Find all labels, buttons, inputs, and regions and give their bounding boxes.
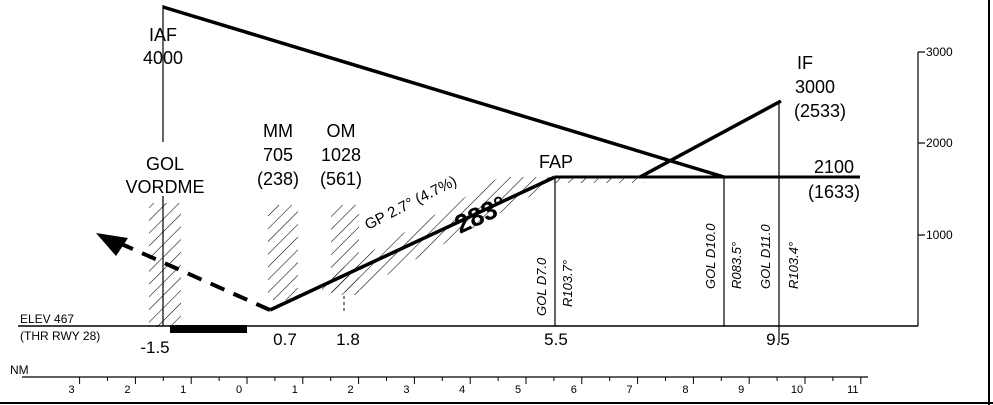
nm-tick-label: 6 (571, 384, 577, 396)
nm-tick-label: 0 (236, 384, 242, 396)
d10-dme-label: GOL D10.0 (703, 223, 718, 289)
distance-mark: 5.5 (544, 330, 568, 349)
if-descent-track (639, 99, 782, 179)
nm-tick-label: 11 (847, 384, 858, 396)
final-approach-track (269, 175, 556, 312)
d7-radial-label: R103.7° (560, 260, 575, 307)
if-height: (2533) (794, 101, 846, 121)
level-height: (1633) (808, 182, 860, 202)
mm-height: (238) (257, 169, 299, 189)
course-label: 283° (450, 190, 511, 240)
nm-tick-label: 2 (348, 384, 354, 396)
nm-tick-label: 5 (515, 384, 521, 396)
mm-label: MM (263, 121, 293, 141)
om-altitude: 1028 (321, 145, 361, 165)
distance-mark: 9.5 (766, 330, 790, 349)
nm-tick-label: 10 (791, 384, 803, 396)
nm-tick-label: 4 (459, 384, 465, 396)
elevation-label: ELEV 467 (20, 312, 74, 326)
om-height: (561) (320, 169, 362, 189)
fap-label: FAP (539, 152, 573, 172)
nm-tick-label: 8 (682, 384, 688, 396)
nm-scale-ticks: 3 2 1 0 1 2 3 4 5 6 7 8 9 10 11 (69, 377, 862, 396)
distance-mark: -1.5 (140, 338, 169, 357)
threshold-label: (THR RWY 28) (20, 329, 100, 343)
if-altitude: 3000 (795, 77, 835, 97)
nm-tick-label: 7 (627, 384, 633, 396)
iaf-label: IAF (149, 25, 177, 45)
if-label: IF (797, 53, 813, 73)
d10-radial-label: R083.5° (729, 242, 744, 289)
runway-bar (170, 325, 247, 333)
mm-altitude: 705 (263, 145, 293, 165)
nm-tick-label: 3 (403, 384, 409, 396)
nm-tick-label: 2 (124, 384, 130, 396)
nm-tick-label: 1 (180, 384, 186, 396)
d11-radial-label: R103.4° (786, 242, 801, 289)
nm-tick-label: 3 (69, 384, 75, 396)
iaf-descent-track (162, 5, 725, 179)
d7-dme-label: GOL D7.0 (534, 257, 549, 316)
nm-tick-label: 9 (738, 384, 744, 396)
vordme-label: VORDME (125, 177, 204, 197)
nm-tick-label: 1 (292, 384, 298, 396)
altitude-label-2000: 2000 (926, 136, 953, 150)
glidepath-hatch-area (322, 177, 645, 292)
missed-approach-track (116, 240, 271, 312)
level-altitude: 2100 (814, 157, 854, 177)
gol-label: GOL (146, 154, 184, 174)
missed-approach-arrowhead (96, 233, 128, 256)
altitude-label-3000: 3000 (926, 45, 953, 59)
om-label: OM (327, 121, 356, 141)
mm-hatch-area (268, 205, 298, 300)
distance-mark: 1.8 (336, 330, 360, 349)
altitude-label-1000: 1000 (926, 228, 953, 242)
d11-dme-label: GOL D11.0 (758, 224, 773, 289)
distance-mark: 0.7 (273, 330, 297, 349)
iaf-altitude: 4000 (143, 48, 183, 68)
nm-unit-label: NM (10, 363, 29, 377)
